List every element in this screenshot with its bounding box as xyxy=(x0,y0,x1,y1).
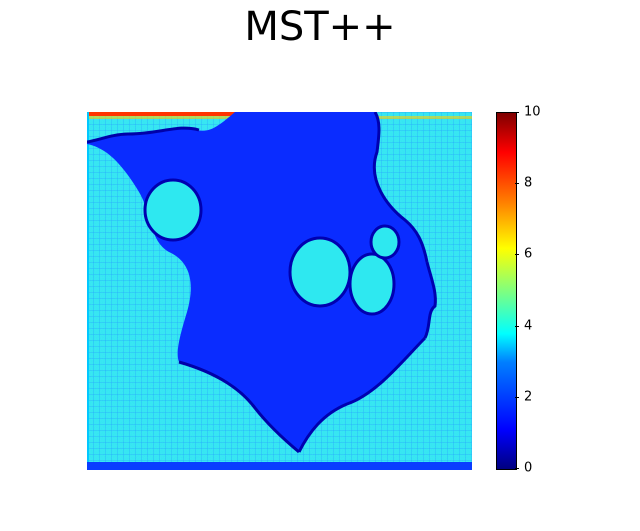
heatmap-blob-center-left xyxy=(288,236,352,308)
colorbar: 0 2 4 6 8 10 xyxy=(496,105,556,476)
heatmap-plot xyxy=(87,112,472,470)
colorbar-tick-label: 8 xyxy=(524,175,533,191)
colorbar-tick-label: 2 xyxy=(524,389,533,405)
colorbar-tick-label: 10 xyxy=(524,104,541,120)
heatmap-top-hotspot xyxy=(87,112,237,116)
chart-title: MST++ xyxy=(244,4,396,50)
colorbar-tick xyxy=(515,468,519,469)
colorbar-tick-label: 4 xyxy=(524,318,533,334)
colorbar-tick xyxy=(515,396,519,398)
colorbar-tick xyxy=(515,112,519,113)
colorbar-tick xyxy=(515,325,519,327)
colorbar-tick xyxy=(515,183,519,185)
colorbar-gradient xyxy=(496,112,517,470)
heatmap-bottom-edge xyxy=(87,462,472,470)
colorbar-tick xyxy=(515,254,519,256)
heatmap-blob-upper-left xyxy=(143,178,203,242)
heatmap-blob-center-right xyxy=(348,252,396,316)
colorbar-tick-label: 6 xyxy=(524,246,533,262)
colorbar-tick-label: 0 xyxy=(524,460,533,476)
heatmap-blob-small xyxy=(369,224,401,260)
